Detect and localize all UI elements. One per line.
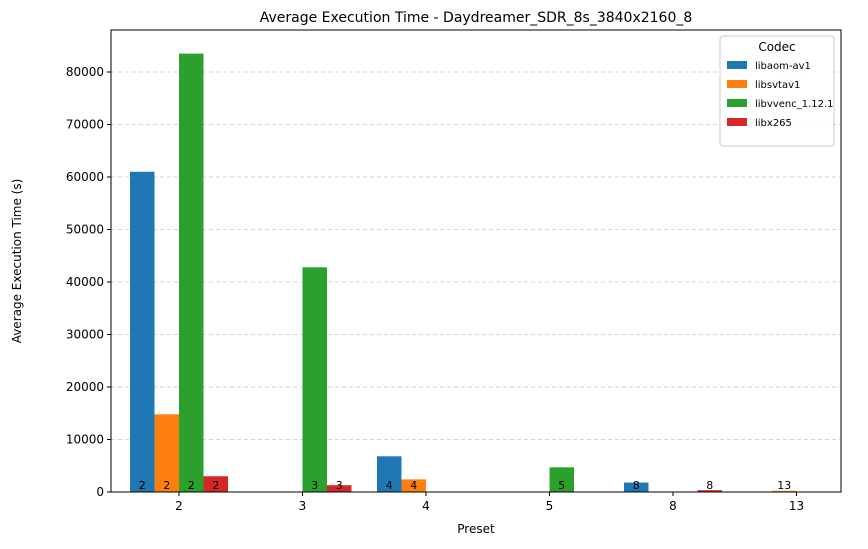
legend-box: [719, 35, 835, 147]
y-tick-label: 50000: [66, 223, 104, 237]
y-axis-label: Average Execution Time (s): [10, 179, 24, 344]
x-tick-label: 8: [669, 499, 677, 513]
bar-value-label: 3: [311, 479, 318, 492]
legend-label: libx265: [755, 118, 792, 129]
plot-frame: [110, 29, 842, 493]
bar: [302, 267, 327, 492]
bar-value-label: 2: [212, 479, 219, 492]
y-tick-label: 80000: [66, 65, 104, 79]
bar-value-label: 2: [188, 479, 195, 492]
bar: [327, 485, 352, 492]
legend: Codec libaom-av1 libsvtav1 libvvenc_1.12.1…: [719, 35, 835, 147]
legend-label: libsvtav1: [755, 80, 800, 91]
bar: [179, 53, 204, 492]
chart-title: Average Execution Time - Daydreamer_SDR_…: [260, 10, 693, 26]
y-tick-label: 60000: [66, 170, 104, 184]
bar: [624, 482, 649, 492]
legend-label: libvvenc_1.12.1: [755, 99, 834, 110]
bar-value-label: 2: [139, 479, 146, 492]
bars: [130, 53, 797, 492]
bar: [549, 467, 574, 492]
x-axis-label: Preset: [457, 522, 495, 536]
bar: [203, 476, 228, 492]
bar-value-label: 4: [410, 479, 417, 492]
bar-value-label: 13: [777, 479, 791, 492]
legend-swatch: [727, 118, 747, 126]
y-tick-label: 20000: [66, 380, 104, 394]
bar-value-label: 3: [336, 479, 343, 492]
y-tick-label: 0: [96, 485, 104, 499]
y-tick-label: 40000: [66, 275, 104, 289]
bar-value-label: 2: [163, 479, 170, 492]
legend-items: libaom-av1 libsvtav1 libvvenc_1.12.1 libx26…: [727, 61, 834, 129]
x-axis-ticks: 2 3 4 5 8 13: [175, 492, 804, 513]
x-tick-label: 3: [299, 499, 307, 513]
legend-swatch: [727, 99, 747, 107]
x-tick-label: 2: [175, 499, 183, 513]
x-tick-label: 13: [789, 499, 804, 513]
y-axis-ticks: 0 10000 20000 30000 40000 50000 60000 70000 8000…: [66, 65, 111, 499]
bar-value-label: 4: [386, 479, 393, 492]
legend-title: Codec: [758, 40, 795, 54]
bar: [772, 490, 797, 492]
bar-value-label: 5: [558, 479, 565, 492]
bar-labels: 2 2 2 2 3 3 4 4 5 8 8 13: [139, 479, 792, 492]
bar-value-label: 8: [633, 479, 640, 492]
grid-lines: [111, 71, 841, 440]
y-tick-label: 10000: [66, 433, 104, 447]
legend-label: libaom-av1: [755, 61, 811, 72]
bar: [377, 456, 402, 492]
x-tick-label: 4: [422, 499, 430, 513]
bar: [401, 479, 426, 492]
legend-swatch: [727, 61, 747, 69]
bar: [697, 490, 722, 492]
x-tick-label: 5: [546, 499, 554, 513]
bar-value-label: 8: [706, 479, 713, 492]
legend-swatch: [727, 80, 747, 88]
y-tick-label: 30000: [66, 328, 104, 342]
y-tick-label: 70000: [66, 118, 104, 132]
bar: [154, 414, 179, 492]
bar: [130, 171, 155, 492]
